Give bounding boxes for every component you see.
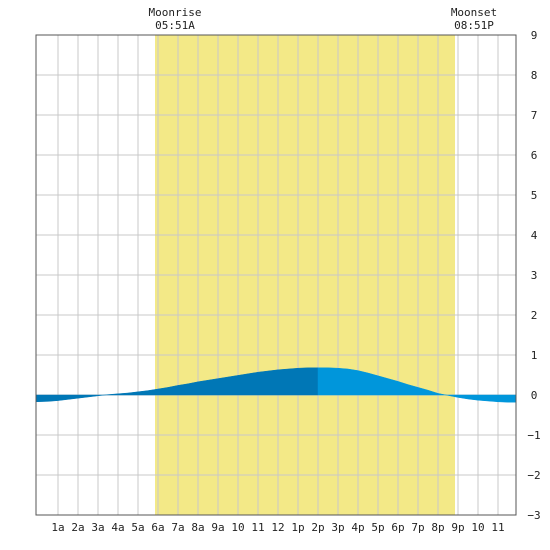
y-tick-label: 9	[531, 29, 538, 42]
x-tick-label: 9p	[451, 521, 464, 534]
y-tick-label: 4	[531, 229, 538, 242]
x-tick-label: 3p	[331, 521, 344, 534]
y-tick-label: 5	[531, 189, 538, 202]
x-tick-label: 11	[491, 521, 504, 534]
y-tick-label: 7	[531, 109, 538, 122]
x-tick-label: 11	[251, 521, 264, 534]
x-tick-label: 10	[471, 521, 484, 534]
moonset-time: 08:51P	[454, 19, 494, 32]
y-tick-label: −3	[527, 509, 540, 522]
y-tick-label: −2	[527, 469, 540, 482]
moonrise-title: Moonrise	[149, 6, 202, 19]
y-tick-label: 1	[531, 349, 538, 362]
x-tick-label: 12	[271, 521, 284, 534]
x-tick-label: 1a	[51, 521, 64, 534]
y-tick-label: 0	[531, 389, 538, 402]
tide-area-rising	[35, 367, 319, 403]
x-tick-label: 10	[231, 521, 244, 534]
y-tick-label: 2	[531, 309, 538, 322]
y-tick-label: 3	[531, 269, 538, 282]
x-tick-label: 8p	[431, 521, 444, 534]
x-tick-labels: 1a 2a 3a 4a 5a 6a 7a 8a 9a 10 11 12 1p 2p 3p 4p 5p 6p 7p 8p…	[51, 521, 504, 534]
y-tick-label: 8	[531, 69, 538, 82]
tide-area-falling	[317, 367, 517, 403]
moonrise-time: 05:51A	[155, 19, 195, 32]
x-tick-label: 4a	[111, 521, 124, 534]
x-tick-label: 6p	[391, 521, 404, 534]
x-tick-label: 7p	[411, 521, 424, 534]
x-tick-label: 4p	[351, 521, 364, 534]
x-tick-label: 2a	[71, 521, 84, 534]
plot-frame	[35, 34, 517, 516]
x-tick-label: 1p	[291, 521, 304, 534]
x-tick-label: 7a	[171, 521, 184, 534]
x-tick-label: 9a	[211, 521, 224, 534]
y-tick-label: 6	[531, 149, 538, 162]
x-tick-label: 3a	[91, 521, 104, 534]
y-tick-labels: 9 8 7 6 5 4 3 2 1 0 −1 −2 −3	[527, 29, 540, 522]
x-tick-label: 5a	[131, 521, 144, 534]
y-tick-label: −1	[527, 429, 540, 442]
x-tick-label: 6a	[151, 521, 164, 534]
moonset-title: Moonset	[451, 6, 497, 19]
tide-area-layer	[35, 367, 517, 403]
x-tick-label: 5p	[371, 521, 384, 534]
x-tick-label: 2p	[311, 521, 324, 534]
x-tick-label: 8a	[191, 521, 204, 534]
